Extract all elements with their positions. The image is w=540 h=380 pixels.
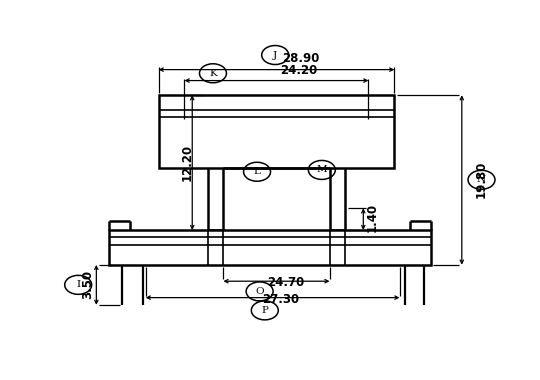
Text: 28.90: 28.90	[282, 52, 320, 65]
Bar	[159, 95, 394, 168]
Text: 27.30: 27.30	[262, 293, 299, 306]
Text: P: P	[261, 306, 268, 315]
Text: J: J	[273, 51, 278, 60]
Text: I: I	[76, 280, 80, 289]
Text: O: O	[255, 287, 264, 296]
Text: N: N	[477, 175, 486, 184]
Text: L: L	[254, 167, 260, 176]
Text: M: M	[316, 165, 327, 174]
Text: 24.20: 24.20	[280, 64, 317, 77]
Text: 1.40: 1.40	[366, 203, 379, 232]
Bar	[109, 230, 431, 265]
Text: K: K	[209, 69, 217, 78]
Text: 19.80: 19.80	[475, 161, 488, 198]
Text: 3.50: 3.50	[81, 270, 94, 299]
Text: 12.20: 12.20	[180, 144, 193, 181]
Text: 24.70: 24.70	[267, 276, 304, 289]
